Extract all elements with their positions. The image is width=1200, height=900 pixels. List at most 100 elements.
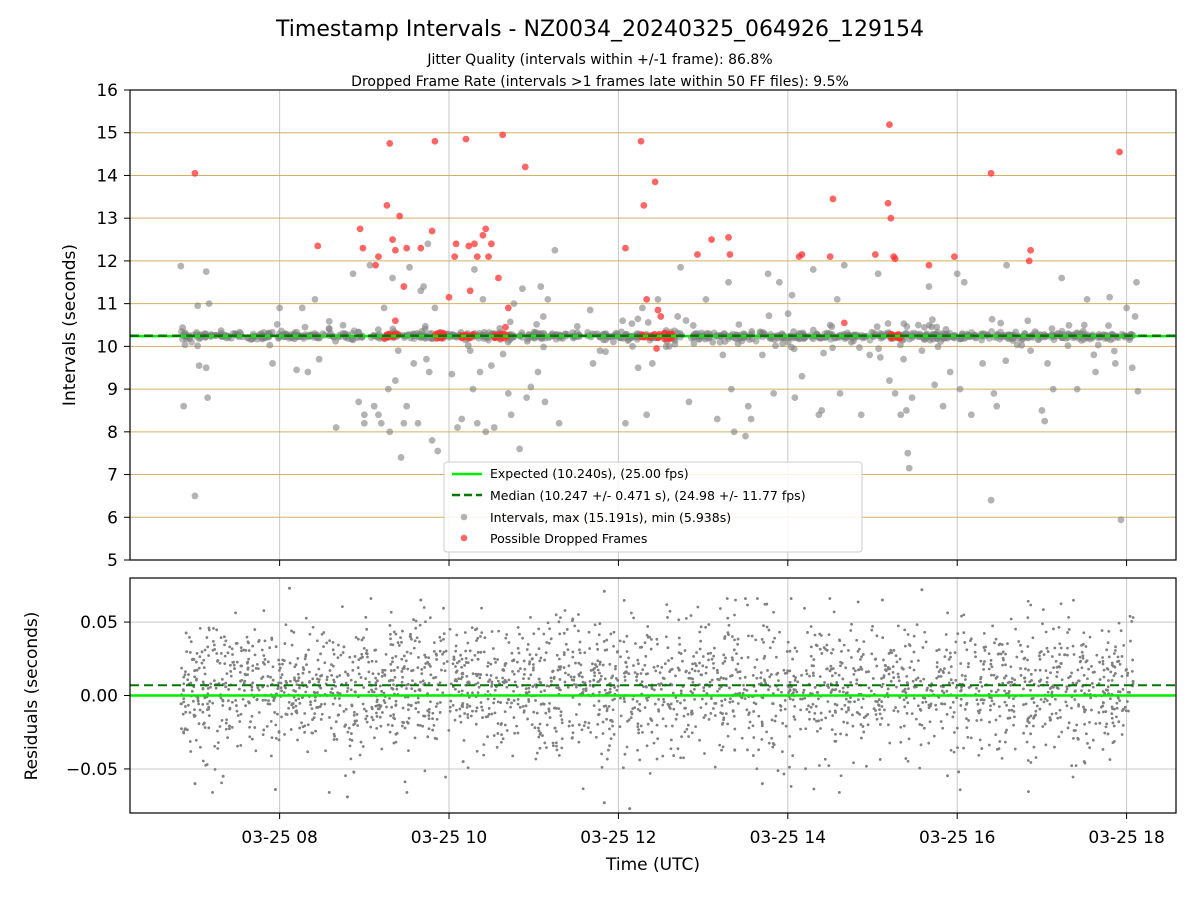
residual-point <box>255 662 259 666</box>
interval-point <box>987 496 995 504</box>
residual-point <box>771 745 775 749</box>
residual-point <box>826 700 830 704</box>
residual-point <box>805 707 809 711</box>
residual-point <box>460 657 464 661</box>
residual-point <box>184 631 188 635</box>
residual-point <box>603 688 607 692</box>
residual-point <box>845 733 848 737</box>
residual-point <box>400 640 403 644</box>
residual-point <box>388 632 392 636</box>
residual-point <box>1104 710 1108 713</box>
residual-point <box>529 615 532 619</box>
residual-point <box>720 723 724 726</box>
interval-point <box>1105 322 1112 330</box>
residual-point <box>1038 707 1042 711</box>
interval-point <box>466 347 474 355</box>
residual-point <box>953 651 957 655</box>
residual-point <box>290 629 293 633</box>
residual-point <box>997 705 1001 709</box>
residual-point <box>643 706 647 709</box>
residual-point <box>1050 685 1053 689</box>
residual-point <box>476 650 480 654</box>
residual-point <box>691 680 695 684</box>
residual-point <box>679 756 683 760</box>
interval-point <box>195 362 203 369</box>
residual-point <box>780 750 784 754</box>
interval-point <box>997 319 1005 327</box>
residual-point <box>442 650 446 654</box>
residual-point <box>290 643 294 647</box>
residual-point <box>203 726 207 729</box>
residual-point <box>815 719 818 723</box>
residual-point <box>960 614 963 618</box>
residual-point <box>581 787 585 791</box>
residual-point <box>381 668 385 672</box>
interval-point <box>928 323 935 331</box>
residual-point <box>240 664 244 668</box>
interval-point <box>384 385 392 393</box>
residual-point <box>335 737 339 741</box>
residual-point <box>474 709 478 713</box>
intervals-y-tick-label: 12 <box>96 252 118 272</box>
interval-point <box>648 360 656 367</box>
interval-point <box>325 325 333 333</box>
residual-point <box>216 747 220 750</box>
residual-point <box>746 655 750 659</box>
residual-point <box>226 736 230 740</box>
dropped-frame-point <box>1027 246 1035 254</box>
interval-point <box>518 329 526 337</box>
residual-point <box>439 639 443 643</box>
residual-point <box>400 629 404 633</box>
residual-point <box>716 689 719 693</box>
residual-point <box>718 607 722 610</box>
residual-point <box>356 724 360 727</box>
residual-point <box>319 686 323 690</box>
residual-point <box>198 655 202 659</box>
interval-point <box>1131 313 1139 320</box>
residual-point <box>399 636 402 639</box>
residual-point <box>539 656 543 660</box>
interval-point <box>896 341 904 349</box>
residual-point <box>320 702 323 706</box>
residual-point <box>789 784 793 788</box>
legend-expected-label: Expected (10.240s), (25.00 fps) <box>490 466 689 481</box>
residual-point <box>418 640 421 644</box>
residual-point <box>908 644 912 648</box>
residual-point <box>454 665 457 668</box>
residual-point <box>1024 702 1028 706</box>
residual-point <box>1057 625 1061 629</box>
residual-point <box>224 639 228 643</box>
intervals-y-tick-label: 8 <box>107 423 118 443</box>
residual-point <box>391 656 394 660</box>
residual-point <box>799 708 803 712</box>
residual-point <box>405 650 409 654</box>
legend-box <box>443 461 863 553</box>
residual-point <box>706 652 710 656</box>
residual-point <box>577 672 581 676</box>
residual-point <box>713 701 717 705</box>
residual-point <box>365 720 369 724</box>
residual-point <box>646 722 650 726</box>
residual-point <box>880 717 884 720</box>
interval-point <box>516 445 524 453</box>
residual-point <box>195 652 199 655</box>
residual-point <box>215 628 219 632</box>
intervals-y-tick-label: 9 <box>107 380 118 400</box>
residual-point <box>1118 699 1122 703</box>
interval-point <box>654 295 662 303</box>
residual-point <box>915 623 919 627</box>
residual-point <box>512 699 516 702</box>
residual-point <box>369 725 373 729</box>
residual-point <box>431 717 435 721</box>
interval-point <box>1094 341 1102 349</box>
interval-point <box>942 325 950 333</box>
residual-point <box>236 714 240 717</box>
residual-point <box>442 637 445 641</box>
residual-point <box>605 648 609 652</box>
residual-point <box>587 721 591 725</box>
residual-point <box>427 717 431 721</box>
residual-point <box>588 683 592 687</box>
residual-point <box>895 685 898 689</box>
residual-point <box>534 653 538 657</box>
residual-point <box>569 675 573 679</box>
